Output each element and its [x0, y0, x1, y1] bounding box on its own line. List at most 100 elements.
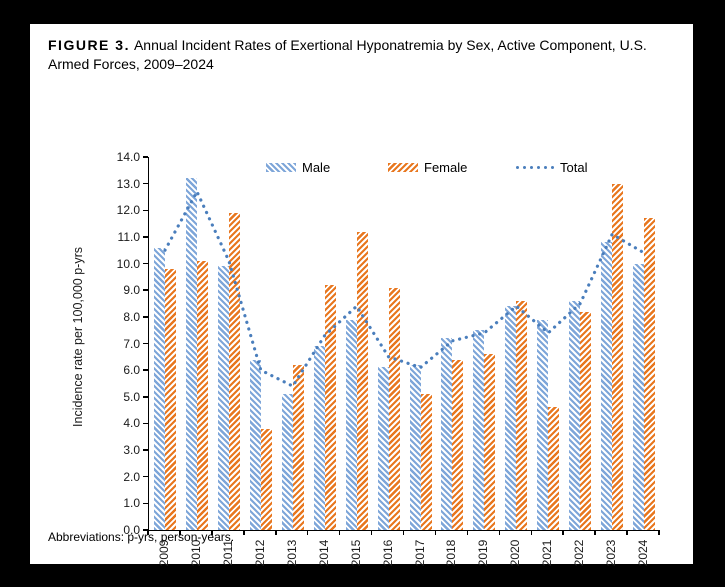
figure-title-text: Annual Incident Rates of Exertional Hypo… — [48, 37, 647, 72]
bar-male-2019 — [473, 330, 485, 530]
y-tick-label-6.0: 6.0 — [123, 363, 140, 378]
bar-female-2024 — [644, 218, 656, 530]
bar-female-2016 — [388, 287, 400, 530]
bar-male-2011 — [217, 266, 229, 530]
x-axis-label-2014: 2014 — [307, 536, 341, 570]
x-tick-mark — [306, 530, 309, 535]
legend-label-male: Male — [302, 160, 331, 175]
y-tick-mark — [143, 262, 148, 265]
bar-male-2023 — [601, 242, 613, 530]
x-tick-mark — [147, 530, 149, 535]
male-swatch-icon — [266, 163, 296, 172]
legend-item-male: Male — [266, 160, 330, 175]
y-tick-mark — [143, 342, 148, 345]
y-tick-mark — [143, 502, 148, 505]
bar-male-2009 — [154, 247, 165, 530]
y-tick-label-11.0: 11.0 — [117, 229, 140, 244]
bar-female-2009 — [165, 268, 176, 530]
y-tick-label-12.0: 12.0 — [116, 203, 140, 218]
x-axis-label-text: 2017 — [412, 539, 427, 567]
x-tick-mark — [466, 530, 469, 535]
figure-panel: FIGURE 3. Annual Incident Rates of Exerti… — [30, 24, 693, 566]
bar-male-2014 — [313, 346, 325, 530]
y-tick-label-13.0: 13.0 — [116, 176, 140, 191]
bar-male-2021 — [537, 319, 549, 530]
x-tick-mark — [530, 530, 533, 535]
y-tick-label-8.0: 8.0 — [123, 309, 140, 324]
x-axis-label-2022: 2022 — [562, 536, 596, 570]
bar-female-2021 — [548, 407, 560, 530]
y-tick-mark — [143, 369, 148, 371]
bar-female-2012 — [260, 428, 272, 530]
y-axis-title: Incidence rate per 100,000 p-yrs — [71, 247, 85, 427]
x-tick-mark — [211, 530, 213, 535]
x-axis-label-2018: 2018 — [434, 536, 468, 570]
bar-female-2019 — [484, 354, 496, 530]
bar-male-2017 — [409, 364, 421, 530]
legend-item-female: Female — [388, 160, 467, 175]
y-tick-mark — [143, 236, 148, 238]
x-axis-label-text: 2016 — [380, 539, 395, 567]
y-tick-label-14.0: 14.0 — [116, 150, 140, 164]
x-axis-label-2023: 2023 — [594, 536, 628, 570]
y-tick-label-4.0: 4.0 — [123, 416, 140, 431]
bar-female-2023 — [612, 183, 624, 530]
y-tick-label-3.0: 3.0 — [123, 443, 140, 458]
x-axis-label-text: 2024 — [636, 539, 651, 567]
plot-area — [148, 157, 660, 531]
figure-number-label: FIGURE 3. — [48, 37, 130, 53]
x-axis-label-text: 2014 — [316, 539, 331, 567]
x-axis-label-2021: 2021 — [530, 536, 564, 570]
bar-male-2015 — [345, 319, 357, 530]
bar-male-2012 — [249, 359, 261, 530]
y-tick-label-7.0: 7.0 — [123, 336, 140, 351]
bar-male-2016 — [377, 367, 389, 530]
y-tick-mark — [143, 396, 148, 398]
bar-male-2013 — [281, 394, 293, 530]
x-tick-mark — [498, 530, 501, 535]
bar-male-2022 — [569, 300, 581, 530]
x-axis-label-text: 2019 — [476, 539, 491, 567]
bar-female-2020 — [516, 300, 528, 530]
x-tick-mark — [658, 530, 660, 535]
x-tick-mark — [179, 530, 181, 535]
legend-label-total: Total — [560, 160, 588, 175]
bar-female-2010 — [196, 260, 208, 530]
bar-male-2018 — [441, 338, 453, 530]
bar-female-2015 — [356, 231, 368, 530]
bar-female-2017 — [420, 394, 432, 530]
y-tick-mark — [143, 422, 148, 425]
total-line-swatch-icon — [516, 163, 554, 172]
x-axis-label-2024: 2024 — [626, 536, 660, 570]
y-tick-mark — [143, 156, 148, 158]
x-tick-mark — [402, 530, 405, 535]
x-axis-label-2012: 2012 — [243, 536, 277, 570]
y-tick-mark — [143, 529, 148, 531]
y-tick-mark — [143, 289, 148, 291]
x-axis-label-2017: 2017 — [403, 536, 437, 570]
x-axis-label-text: 2023 — [604, 539, 619, 567]
x-tick-mark — [275, 530, 277, 535]
x-axis-label-text: 2020 — [508, 539, 523, 567]
y-tick-mark — [143, 209, 148, 212]
x-axis-label-2020: 2020 — [498, 536, 532, 570]
bar-female-2022 — [580, 311, 592, 530]
legend-item-total: Total — [516, 160, 587, 175]
x-tick-mark — [626, 530, 628, 535]
y-tick-label-1.0: 1.0 — [123, 496, 140, 511]
x-axis-label-text: 2012 — [252, 539, 267, 567]
x-axis-label-text: 2015 — [348, 539, 363, 567]
x-axis-label-text: 2021 — [540, 539, 555, 567]
female-swatch-icon — [388, 163, 418, 172]
y-tick-mark — [143, 449, 148, 451]
y-tick-mark — [143, 182, 148, 185]
y-tick-label-0.0: 0.0 — [123, 523, 140, 537]
y-tick-mark — [143, 316, 148, 318]
legend-label-female: Female — [424, 160, 468, 175]
x-axis-label-2013: 2013 — [275, 536, 309, 570]
y-tick-mark — [143, 475, 148, 478]
x-tick-mark — [370, 530, 373, 535]
figure-title: FIGURE 3. Annual Incident Rates of Exerti… — [48, 36, 690, 74]
y-tick-label-10.0: 10.0 — [116, 256, 140, 271]
y-tick-label-5.0: 5.0 — [123, 389, 140, 404]
